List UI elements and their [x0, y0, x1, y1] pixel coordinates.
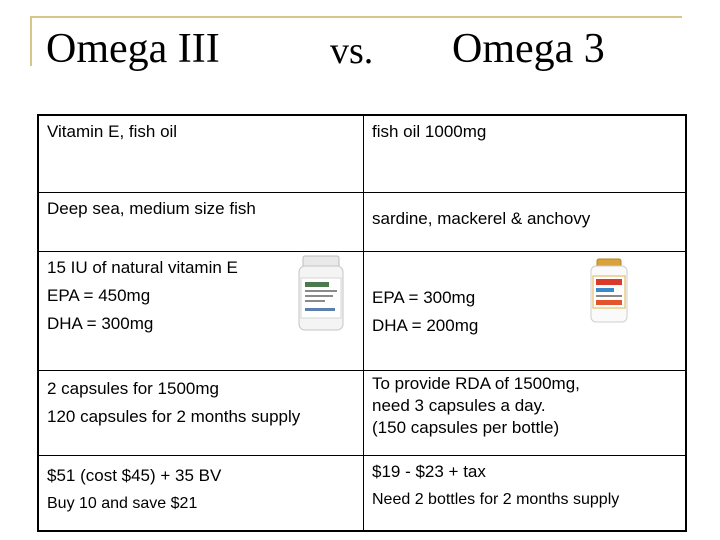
cell-text: To provide RDA of 1500mg, — [372, 374, 580, 393]
omega3-bottle-icon — [590, 258, 628, 323]
cell-omega3-ingredients: fish oil 1000mg — [363, 114, 687, 193]
cell-text: EPA = 450mg — [47, 286, 151, 305]
title-vs: vs. — [330, 30, 374, 72]
cell-text: (150 capsules per bottle) — [372, 418, 560, 437]
table-row: 15 IU of natural vitamin E EPA = 450mg D… — [37, 251, 687, 371]
cell-text: DHA = 300mg — [47, 314, 154, 333]
cell-omega3x-price: $51 (cost $45) + 35 BV Buy 10 and save $… — [37, 455, 364, 532]
title-right: Omega 3 — [452, 26, 605, 72]
cell-text: 2 capsules for 1500mg — [47, 379, 219, 398]
cell-omega3x-dosage: 2 capsules for 1500mg 120 capsules for 2… — [37, 370, 364, 456]
cell-text: Deep sea, medium size fish — [47, 199, 256, 218]
cell-text: Vitamin E, fish oil — [47, 122, 178, 141]
table-row: Deep sea, medium size fish sardine, mack… — [37, 192, 687, 252]
cell-text: EPA = 300mg — [372, 288, 476, 307]
cell-text: fish oil 1000mg — [372, 122, 487, 141]
supplement-bottle-icon — [298, 255, 344, 331]
cell-text: Buy 10 and save $21 — [47, 495, 198, 512]
cell-omega3-source: sardine, mackerel & anchovy — [363, 192, 687, 252]
cell-text: Need 2 bottles for 2 months supply — [372, 491, 620, 508]
title-frame-top-line — [30, 16, 682, 18]
cell-text: 15 IU of natural vitamin E — [47, 258, 238, 277]
cell-text: sardine, mackerel & anchovy — [372, 209, 591, 228]
cell-text: $51 (cost $45) + 35 BV — [47, 466, 222, 485]
cell-text: need 3 capsules a day. — [372, 396, 546, 415]
table-row: Vitamin E, fish oil fish oil 1000mg — [37, 114, 687, 193]
cell-omega3-price: $19 - $23 + tax Need 2 bottles for 2 mon… — [363, 455, 687, 532]
cell-omega3x-content: 15 IU of natural vitamin E EPA = 450mg D… — [37, 251, 364, 371]
cell-text: $19 - $23 + tax — [372, 462, 486, 481]
cell-omega3x-source: Deep sea, medium size fish — [37, 192, 364, 252]
title-frame-left-line — [30, 16, 32, 66]
cell-omega3-dosage: To provide RDA of 1500mg, need 3 capsule… — [363, 370, 687, 456]
table-row: $51 (cost $45) + 35 BV Buy 10 and save $… — [37, 455, 687, 532]
cell-text: 120 capsules for 2 months supply — [47, 407, 301, 426]
title-left: Omega III — [46, 26, 220, 72]
cell-text: DHA = 200mg — [372, 316, 479, 335]
table-row: 2 capsules for 1500mg 120 capsules for 2… — [37, 370, 687, 456]
comparison-table: Vitamin E, fish oil fish oil 1000mg Deep… — [37, 114, 687, 532]
cell-omega3x-ingredients: Vitamin E, fish oil — [37, 114, 364, 193]
cell-omega3-content: EPA = 300mg DHA = 200mg — [363, 251, 687, 371]
